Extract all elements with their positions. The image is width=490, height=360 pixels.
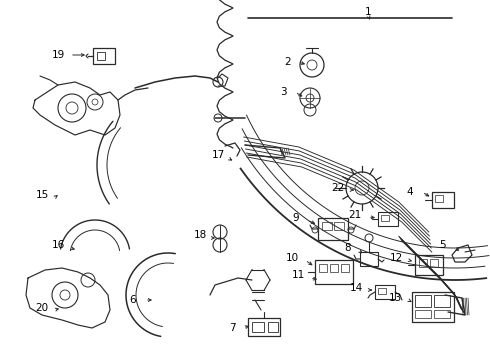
Bar — [330, 264, 338, 272]
Text: 5: 5 — [439, 240, 445, 250]
Bar — [415, 255, 443, 275]
Text: 2: 2 — [285, 57, 292, 67]
Bar — [360, 252, 378, 266]
Bar — [268, 322, 278, 332]
Bar — [434, 310, 450, 318]
Bar — [97, 52, 105, 60]
Bar — [252, 322, 264, 332]
Bar — [375, 285, 395, 299]
Text: 11: 11 — [292, 270, 305, 280]
Bar — [315, 260, 353, 284]
Bar — [248, 318, 280, 336]
Text: 8: 8 — [344, 243, 351, 253]
Bar — [378, 288, 386, 294]
Bar — [435, 195, 443, 202]
Text: 15: 15 — [35, 190, 49, 200]
Bar — [341, 264, 349, 272]
Bar — [319, 264, 327, 272]
Text: 3: 3 — [280, 87, 286, 97]
Text: 18: 18 — [194, 230, 207, 240]
Text: 10: 10 — [286, 253, 298, 263]
Bar — [93, 48, 115, 64]
Bar — [419, 259, 427, 267]
Text: 6: 6 — [130, 295, 136, 305]
Bar — [434, 295, 450, 307]
Text: 13: 13 — [389, 293, 402, 303]
Bar — [412, 292, 454, 322]
Bar — [322, 222, 332, 230]
Text: 20: 20 — [35, 303, 49, 313]
Text: 9: 9 — [293, 213, 299, 223]
Bar — [430, 259, 438, 267]
Text: 7: 7 — [229, 323, 235, 333]
Text: 17: 17 — [211, 150, 224, 160]
Bar — [415, 295, 431, 307]
Text: 4: 4 — [407, 187, 413, 197]
Bar — [334, 222, 344, 230]
Text: 19: 19 — [51, 50, 65, 60]
Text: 1: 1 — [365, 7, 371, 17]
Text: 21: 21 — [348, 210, 362, 220]
Bar — [432, 192, 454, 208]
Bar — [381, 215, 389, 221]
Text: 12: 12 — [390, 253, 403, 263]
Bar — [378, 212, 398, 226]
Text: 14: 14 — [349, 283, 363, 293]
Bar — [415, 310, 431, 318]
Text: 22: 22 — [331, 183, 344, 193]
Text: 16: 16 — [51, 240, 65, 250]
Bar — [318, 218, 348, 240]
